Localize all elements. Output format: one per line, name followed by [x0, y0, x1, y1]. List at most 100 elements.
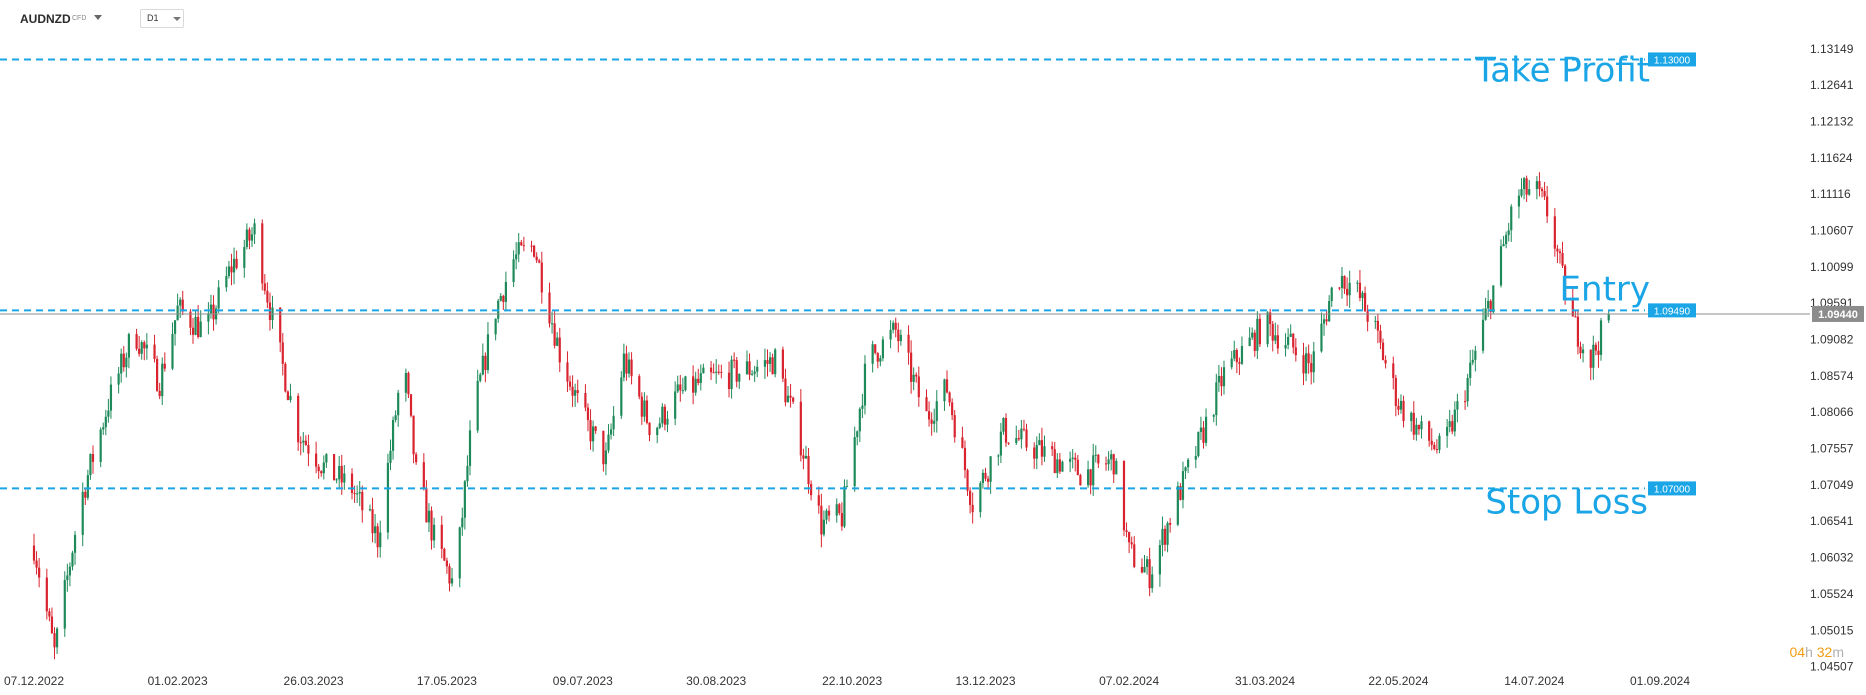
candle-body — [1304, 353, 1308, 374]
candle-body — [253, 223, 256, 235]
candle-body — [391, 419, 395, 451]
candle-body — [1374, 320, 1377, 322]
candle-body — [1176, 486, 1179, 525]
candle-body — [1507, 230, 1510, 235]
candle-body — [458, 527, 461, 579]
candle-body — [658, 423, 661, 428]
candle-body — [763, 360, 767, 367]
candle-body — [1410, 412, 1413, 422]
candle-body — [1348, 282, 1351, 296]
candle-body — [1158, 545, 1161, 575]
candle-body — [550, 323, 554, 325]
candle-body — [1446, 426, 1449, 436]
candle-body — [1104, 463, 1108, 465]
candle-body — [440, 524, 443, 549]
level-tag-label: 1.13000 — [1654, 55, 1691, 66]
candle-body — [374, 526, 377, 534]
candle-body — [1540, 188, 1544, 192]
candle-body — [894, 322, 897, 330]
candle-body — [1220, 375, 1223, 387]
candle-body — [576, 390, 579, 394]
candle-body — [1097, 454, 1100, 464]
candle-body — [1058, 459, 1061, 472]
candle-body — [1166, 522, 1169, 545]
candle-body — [1140, 566, 1144, 573]
candle-body — [825, 510, 828, 520]
candle-body — [1384, 359, 1387, 364]
current-price-tag — [1812, 305, 1864, 322]
chevron-down-icon[interactable] — [173, 17, 181, 21]
candle-body — [1187, 459, 1190, 468]
candle-body — [91, 454, 95, 462]
candle-body — [1271, 323, 1274, 341]
candle-body — [81, 491, 84, 535]
candle-body — [343, 473, 346, 483]
candle-body — [520, 242, 523, 246]
candle-body — [1376, 320, 1379, 331]
candle-body — [984, 472, 987, 479]
candle-body — [73, 534, 77, 553]
candle-body — [684, 376, 687, 391]
candle-body — [261, 223, 264, 284]
candle-body — [425, 488, 428, 523]
candle-body — [120, 353, 123, 374]
candle-body — [84, 491, 87, 498]
candle-body — [1197, 431, 1200, 456]
candle-body — [953, 415, 956, 438]
candle-body — [1325, 319, 1328, 322]
candle-body — [450, 578, 454, 584]
candle-body — [735, 360, 738, 382]
candle-body — [1451, 421, 1454, 432]
candle-body — [989, 456, 992, 482]
candle-body — [107, 410, 110, 417]
candle-body — [1438, 435, 1441, 450]
candle-body — [45, 577, 48, 612]
candle-body — [897, 329, 900, 342]
candle-body — [863, 363, 867, 406]
x-tick-label: 13.12.2023 — [955, 674, 1015, 688]
candle-body — [66, 575, 69, 581]
candle-body — [835, 504, 838, 516]
candle-body — [799, 401, 802, 456]
timeframe-selector[interactable]: D1 — [140, 9, 184, 28]
candle-body — [404, 372, 407, 393]
symbol-selector[interactable]: AUDNZD — [20, 12, 71, 26]
candle-body — [971, 504, 974, 513]
candle-body — [299, 442, 302, 444]
candle-body — [609, 429, 613, 435]
candle-body — [1392, 363, 1395, 378]
candle-body — [1328, 301, 1331, 322]
candle-body — [140, 342, 143, 354]
candle-body — [786, 395, 790, 403]
candle-body — [556, 337, 559, 346]
candle-body — [415, 454, 418, 463]
level-tag — [1648, 303, 1696, 318]
candle-body — [1038, 440, 1041, 446]
candle-body — [538, 260, 541, 263]
candle-body — [856, 431, 859, 438]
candle-body — [1592, 344, 1595, 368]
candle-body — [768, 357, 772, 364]
y-tick-label: 1.12132 — [1810, 115, 1854, 129]
candle-body — [315, 453, 318, 467]
candle-body — [353, 492, 356, 494]
candle-body — [1076, 459, 1079, 476]
chevron-down-icon[interactable] — [94, 15, 102, 20]
candle-body — [466, 465, 469, 482]
candle-body — [756, 366, 759, 372]
candle-body — [540, 262, 543, 293]
candle-body — [1435, 449, 1438, 451]
candle-body — [843, 486, 846, 527]
candle-body — [715, 371, 718, 373]
candle-body — [486, 334, 490, 371]
candle-body — [709, 367, 713, 373]
candle-body — [986, 478, 990, 482]
candle-body — [666, 418, 669, 425]
candle-timer: 04h 32m — [1789, 644, 1844, 660]
candle-body — [197, 316, 200, 337]
candle-body — [199, 321, 202, 337]
candle-body — [871, 344, 874, 364]
y-tick-label: 1.07049 — [1810, 478, 1854, 492]
candle-body — [840, 513, 843, 527]
